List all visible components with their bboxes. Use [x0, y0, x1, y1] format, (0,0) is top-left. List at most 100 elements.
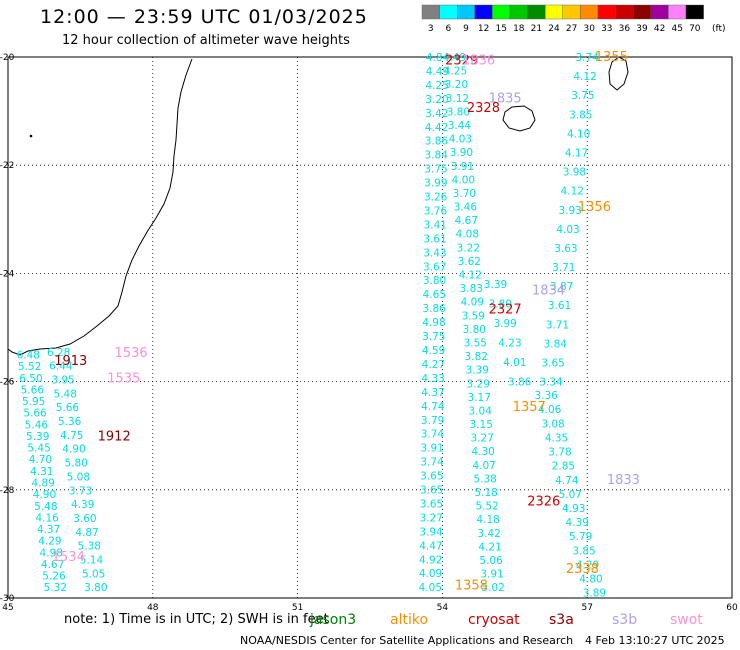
pass-time-label: 1913: [54, 354, 87, 369]
pass-time-label: 1358: [455, 578, 488, 593]
swh-value: 3.99: [424, 178, 447, 190]
swh-value: 5.79: [569, 531, 592, 543]
swh-value: 5.66: [56, 402, 80, 414]
swh-value: 4.49: [443, 52, 466, 64]
legend-label-27: 27: [566, 24, 577, 34]
swh-value: 3.12: [446, 93, 469, 105]
swh-value: 3.42: [425, 108, 448, 120]
swh-value: 4.74: [555, 475, 579, 487]
swh-value: 3.08: [541, 418, 564, 430]
lon-tick-45: 45: [2, 603, 13, 612]
swh-value: 3.29: [467, 378, 490, 390]
swh-value: 4.10: [567, 128, 590, 140]
pass-time-label: 1534: [52, 550, 85, 565]
swh-value: 4.90: [33, 489, 56, 501]
swh-value: 3.61: [548, 300, 571, 312]
swh-value: 4.25: [425, 80, 448, 92]
swh-value: 4.90: [62, 444, 85, 456]
swh-value: 5.39: [26, 431, 49, 443]
swh-value: 5.95: [22, 396, 45, 408]
legend-unit: (ft): [712, 24, 726, 34]
swh-value: 3.65: [420, 471, 443, 483]
swh-value: 4.67: [41, 559, 64, 571]
swh-value: 4.92: [419, 554, 442, 566]
legend-label-70: 70: [689, 24, 701, 34]
swh-value: 4.37: [421, 387, 444, 399]
swh-value: 3.86: [422, 303, 446, 315]
swh-value: 3.46: [454, 202, 478, 214]
swh-value: 6.48: [17, 350, 40, 362]
swh-value: 3.86: [425, 136, 449, 148]
lat-tick--30: -30: [0, 594, 15, 604]
swh-value: 4.25: [444, 66, 467, 78]
legend-label-18: 18: [513, 24, 525, 34]
swh-value: 3.61: [423, 233, 446, 245]
swh-value: 5.07: [559, 489, 582, 501]
swh-value: 4.75: [60, 430, 83, 442]
swh-value: 3.94: [419, 526, 443, 538]
swh-value: 4.03: [449, 134, 472, 146]
pass-time-label: 1834: [532, 284, 565, 299]
swh-value: 3.70: [453, 188, 476, 200]
lat-tick--24: -24: [0, 269, 15, 279]
swh-value: 3.42: [477, 528, 500, 540]
lon-tick-51: 51: [292, 603, 303, 612]
pass-time-label: 2329: [445, 54, 478, 69]
legend-label-36: 36: [619, 24, 631, 34]
swh-value: 4.03: [556, 224, 579, 236]
swh-value: 5.05: [82, 568, 105, 580]
swh-value: 4.98: [422, 317, 445, 329]
swh-value: 3.65: [541, 358, 564, 370]
swh-value: 3.36: [534, 390, 558, 402]
swh-value: 4.12: [561, 186, 584, 198]
footer-credit: NOAA/NESDIS Center for Satellite Applica…: [240, 634, 574, 647]
swh-value: 5.52: [18, 361, 41, 373]
swh-value: 3.74: [420, 457, 444, 469]
swh-value: 3.75: [424, 164, 447, 176]
legend-swatch-70: [685, 4, 704, 20]
madagascar-coastline: [7, 58, 193, 356]
satellite-legend-s3a: s3a: [549, 612, 574, 628]
swh-value: 3.76: [424, 205, 448, 217]
swh-value: 3.71: [552, 262, 575, 274]
mauritius-island-outline: [608, 56, 629, 91]
swh-value: 3.86: [508, 377, 532, 389]
swh-value: 3.75: [571, 90, 594, 102]
pass-time-label: 1836: [462, 54, 495, 69]
satellite-legend-cryosat: cryosat: [468, 612, 520, 628]
footer-timestamp: 4 Feb 13:10:27 UTC 2025: [585, 634, 725, 647]
legend-label-12: 12: [478, 24, 489, 34]
swh-value: 4.12: [459, 270, 482, 282]
swh-value: 5.46: [25, 419, 49, 431]
swh-value: 3.15: [470, 419, 493, 431]
swh-value: 3.78: [548, 447, 571, 459]
swh-value: 3.43: [423, 247, 446, 259]
lon-tick-60: 60: [726, 603, 738, 612]
swh-value: 4.09: [419, 568, 442, 580]
swh-value: 5.18: [474, 487, 497, 499]
pass-time-label: 1535: [107, 371, 140, 386]
pass-time-label: 1356: [578, 200, 611, 215]
swh-value: 4.18: [476, 514, 499, 526]
swh-value: 4.12: [573, 71, 596, 83]
map-frame: [7, 56, 733, 599]
lat-tick--26: -26: [0, 378, 15, 388]
pass-time-label: 1355: [595, 50, 628, 65]
swh-value: 4.27: [422, 359, 445, 371]
swh-value: 4.47: [419, 540, 442, 552]
swh-value: 4.01: [503, 357, 526, 369]
swh-value: 3.41: [424, 219, 447, 231]
swh-value: 4.74: [421, 401, 445, 413]
swh-value: 5.48: [54, 388, 77, 400]
swh-value: 5.38: [473, 473, 496, 485]
swh-value: 4.42: [425, 122, 448, 134]
swh-value: 3.44: [448, 120, 472, 132]
swh-value: 5.66: [21, 384, 45, 396]
swh-value: 4.23: [498, 338, 521, 350]
swh-value: 4.16: [35, 512, 59, 524]
swh-value: 3.80: [447, 106, 470, 118]
swh-value: 3.84: [425, 150, 449, 162]
pass-time-label: 1357: [513, 400, 546, 415]
swh-value: 4.49: [426, 66, 449, 78]
lon-tick-54: 54: [437, 603, 449, 612]
